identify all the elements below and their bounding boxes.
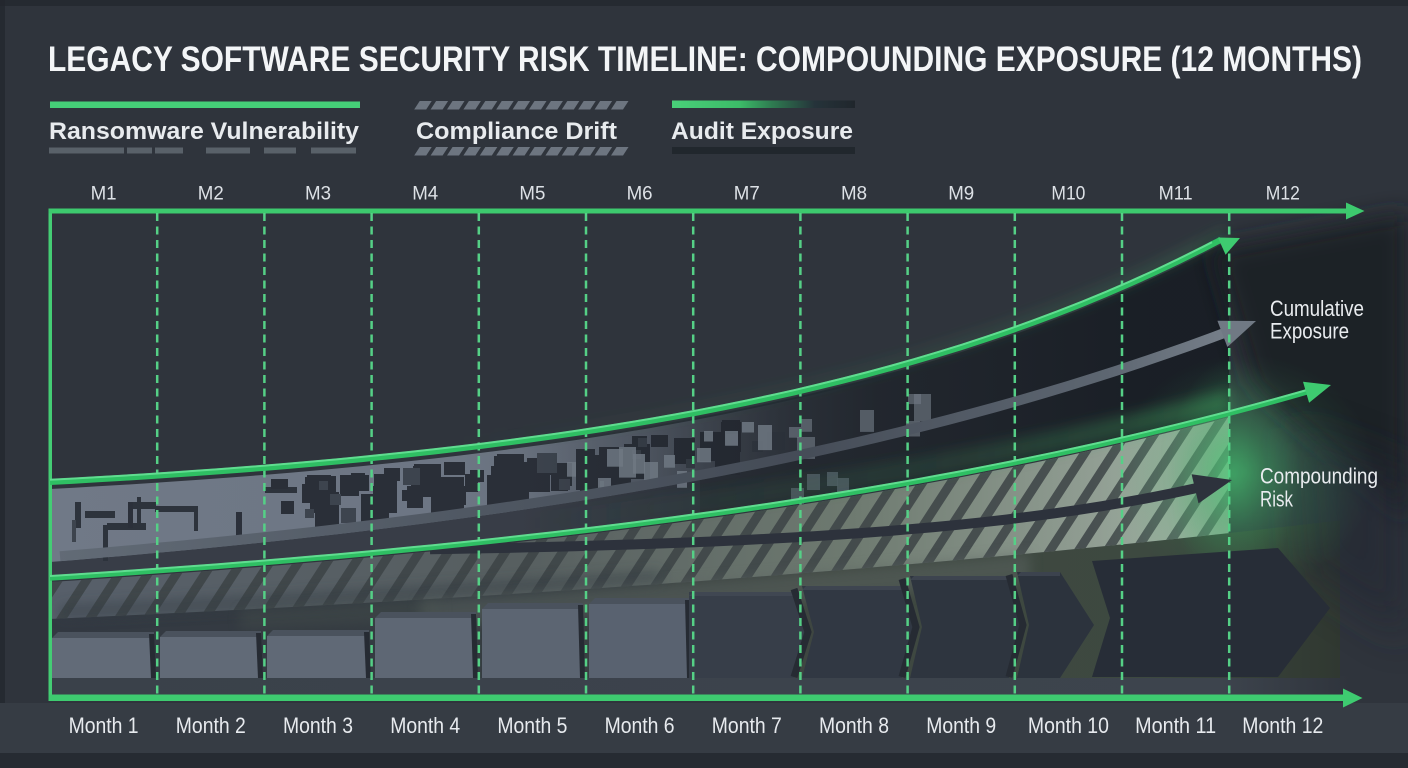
- svg-text:M9: M9: [948, 183, 974, 205]
- svg-text:LEGACY SOFTWARE SECURITY RISK: LEGACY SOFTWARE SECURITY RISK TIMELINE: …: [48, 40, 1362, 79]
- svg-text:Month 1: Month 1: [69, 713, 139, 738]
- svg-text:Month 9: Month 9: [926, 713, 996, 738]
- svg-text:M4: M4: [412, 183, 438, 205]
- svg-text:Month 8: Month 8: [819, 713, 889, 738]
- svg-text:Audit Exposure: Audit Exposure: [671, 118, 853, 145]
- svg-text:Month 5: Month 5: [497, 713, 567, 738]
- svg-text:Exposure: Exposure: [1270, 319, 1349, 344]
- svg-text:M11: M11: [1159, 183, 1193, 205]
- svg-text:M6: M6: [627, 183, 653, 205]
- svg-text:Month 3: Month 3: [283, 713, 353, 738]
- svg-text:M1: M1: [91, 183, 117, 205]
- svg-text:M8: M8: [841, 183, 867, 205]
- svg-text:Cumulative: Cumulative: [1270, 296, 1364, 321]
- svg-text:Compounding: Compounding: [1260, 464, 1378, 489]
- svg-text:M10: M10: [1051, 183, 1085, 205]
- svg-text:Compliance Drift: Compliance Drift: [416, 118, 617, 145]
- svg-text:Month 2: Month 2: [176, 713, 246, 738]
- svg-text:Month 12: Month 12: [1242, 713, 1323, 738]
- svg-text:Ransomware Vulnerability: Ransomware Vulnerability: [49, 118, 360, 145]
- svg-text:Month 7: Month 7: [712, 713, 782, 738]
- svg-text:M3: M3: [305, 183, 331, 205]
- svg-text:Risk: Risk: [1260, 487, 1294, 512]
- svg-text:M7: M7: [734, 183, 760, 205]
- svg-text:Month 11: Month 11: [1135, 713, 1216, 738]
- svg-text:Month 6: Month 6: [605, 713, 675, 738]
- svg-text:Month 10: Month 10: [1028, 713, 1109, 738]
- svg-text:M5: M5: [519, 183, 545, 205]
- svg-text:M12: M12: [1266, 183, 1300, 205]
- svg-text:Month 4: Month 4: [390, 713, 460, 738]
- svg-text:M2: M2: [198, 183, 224, 205]
